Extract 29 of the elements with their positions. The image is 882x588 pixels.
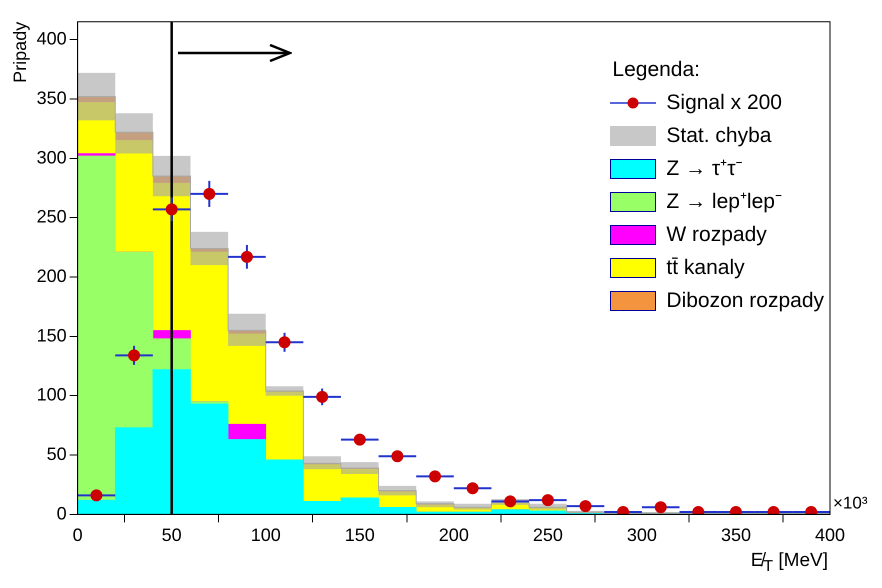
y-tick-label: 250 [36, 206, 67, 227]
x-tick-label: 350 [720, 525, 751, 546]
x-axis-title: E̸$_{T}$ [MeV] [750, 550, 828, 576]
y-tick-label: 50 [46, 444, 67, 464]
x-tick-label: 150 [344, 525, 375, 546]
y-tick-label: 350 [36, 88, 67, 108]
x-tick-label: 200 [438, 525, 469, 546]
x-tick-label: 50 [162, 525, 182, 546]
y-tick-label: 150 [36, 325, 67, 346]
x-tick-label: 0 [72, 525, 83, 546]
x-tick-label: 400 [814, 525, 846, 546]
y-tick-label: 200 [36, 266, 67, 286]
legend-label: Stat. chyba [666, 123, 772, 149]
y-tick-label: 100 [36, 384, 67, 405]
x-tick-label: 300 [626, 525, 657, 546]
legend-label: Z → lep⁺lep⁻ [666, 189, 782, 215]
x-tick-label: 250 [532, 525, 563, 546]
legend-label: Signal x 200 [666, 90, 782, 116]
y-tick-label: 300 [36, 147, 67, 168]
legend-label: W rozpady [666, 222, 767, 248]
legend-title: Legenda: [611, 57, 701, 83]
x-tick-label: 100 [250, 525, 281, 546]
y-tick-label: 0 [56, 503, 67, 524]
text: ×10³ [833, 494, 868, 513]
y-tick-label: 400 [36, 28, 67, 49]
y-axis-title: Pripady [10, 22, 30, 83]
legend-label: Z → τ⁺τ⁻ [666, 156, 742, 182]
legend-label: tt̄ kanaly [666, 255, 745, 281]
legend-label: Dibozon rozpady [666, 288, 824, 314]
